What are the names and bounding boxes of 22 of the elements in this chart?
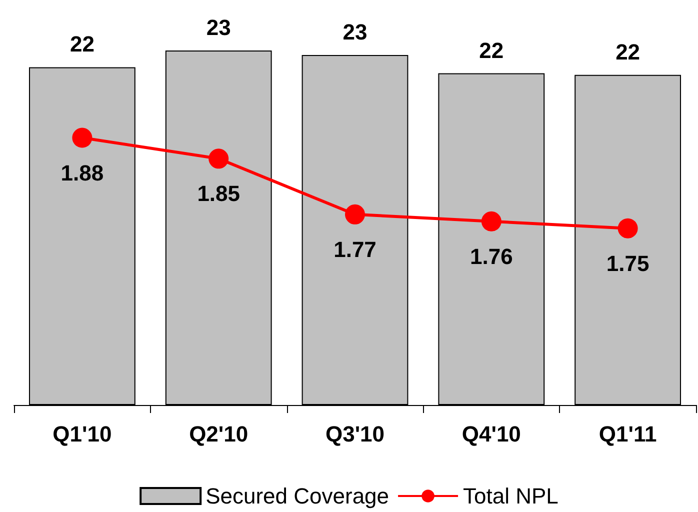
legend-label: Secured Coverage xyxy=(206,484,390,508)
data-label: 1.85 xyxy=(197,181,240,206)
point xyxy=(208,148,229,169)
point xyxy=(72,128,92,148)
point xyxy=(481,211,502,232)
point xyxy=(345,204,365,224)
x-tick-label: Q1'10 xyxy=(52,422,112,446)
x-tick-label: Q3'10 xyxy=(325,422,385,446)
legend-label: Total NPL xyxy=(463,484,558,508)
x-tick-label: Q2'10 xyxy=(189,422,248,446)
data-label: 1.76 xyxy=(470,244,513,269)
data-label: 22 xyxy=(479,38,504,63)
data-label: 1.77 xyxy=(334,236,376,262)
data-label: 1.75 xyxy=(606,250,650,276)
point xyxy=(618,218,638,238)
data-label: 23 xyxy=(342,20,368,45)
data-label: 22 xyxy=(616,39,640,64)
x-tick-label: Q4'10 xyxy=(462,422,521,446)
x-tick-label: Q1'11 xyxy=(598,422,657,446)
data-label: 1.88 xyxy=(60,160,104,186)
data-label: 23 xyxy=(206,14,231,40)
data-label: 22 xyxy=(70,32,94,57)
